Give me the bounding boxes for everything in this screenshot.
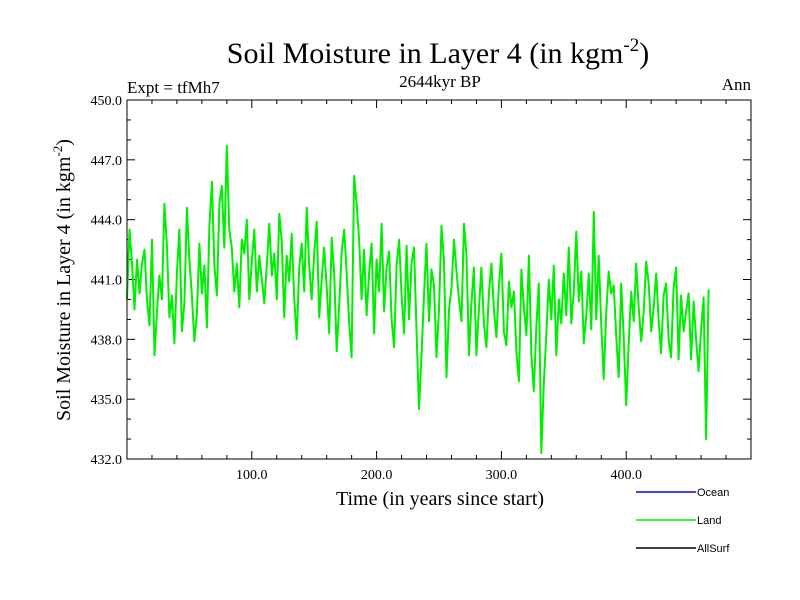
x-tick-label: 100.0: [236, 468, 268, 483]
plot-frame: [126, 99, 752, 460]
legend-label-allsurf: AllSurf: [697, 543, 730, 555]
chart-subtitle: 2644kyr BP: [399, 72, 481, 91]
x-tick-label: 400.0: [610, 468, 642, 483]
y-tick-label: 432.0: [91, 453, 123, 468]
y-tick-label: 441.0: [91, 274, 123, 289]
season-label: Ann: [722, 75, 752, 94]
y-tick-label: 438.0: [91, 333, 123, 348]
y-tick-label: 450.0: [91, 94, 123, 109]
chart-title: Soil Moisture in Layer 4 (in kgm-2): [227, 35, 649, 70]
experiment-label: Expt = tfMh7: [127, 78, 220, 97]
series-line-land: [126, 144, 710, 454]
y-tick-label: 435.0: [91, 393, 123, 408]
legend-label-land: Land: [697, 515, 721, 527]
x-tick-label: 300.0: [486, 468, 518, 483]
x-axis-label: Time (in years since start): [336, 488, 544, 510]
x-tick-label: 200.0: [361, 468, 393, 483]
y-tick-label: 447.0: [91, 154, 123, 169]
y-tick-label: 444.0: [91, 214, 123, 229]
legend-label-ocean: Ocean: [697, 487, 729, 499]
y-axis-label: Soil Moisture in Layer 4 (in kgm-2): [50, 139, 75, 421]
